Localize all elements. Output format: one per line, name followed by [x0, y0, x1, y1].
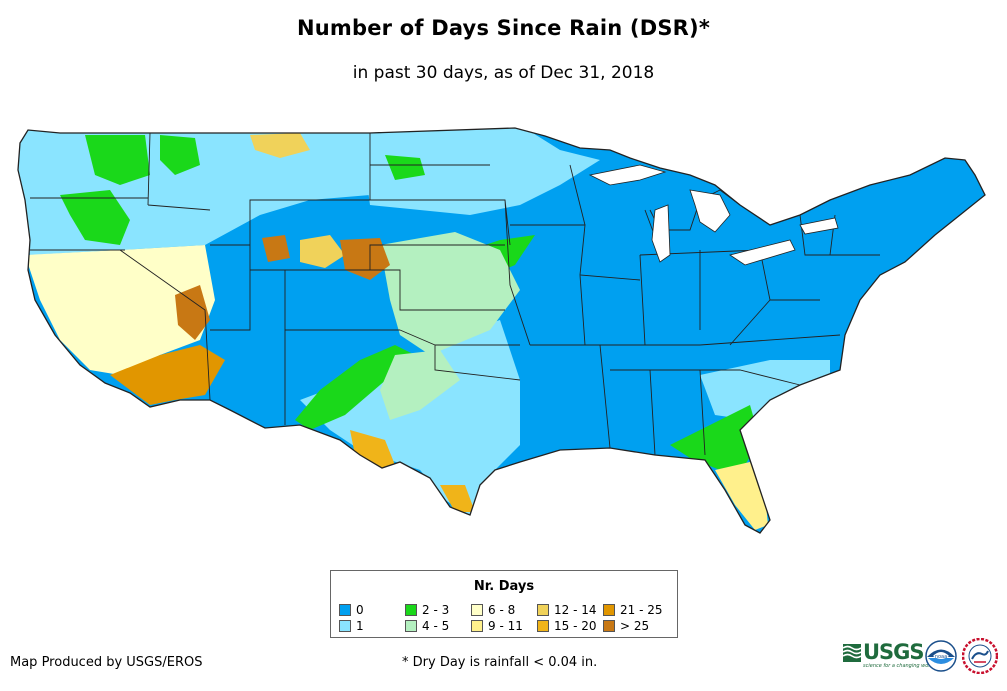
legend-swatch — [603, 604, 615, 616]
nws-logo-icon — [962, 638, 998, 674]
map-subtitle: in past 30 days, as of Dec 31, 2018 — [352, 63, 655, 83]
region-2to3-washington — [85, 135, 150, 185]
region-2to3-florida — [670, 405, 760, 470]
map-credit: Map Produced by USGS/EROS — [10, 655, 203, 670]
region-1day-texas — [300, 320, 520, 515]
legend-label: 0 — [356, 603, 364, 617]
dry-day-note: * Dry Day is rainfall < 0.04 in. — [402, 655, 598, 670]
region-2to3-dakota — [385, 155, 425, 180]
legend-swatch — [339, 620, 351, 632]
legend-swatch — [405, 604, 417, 616]
legend-swatch — [471, 604, 483, 616]
legend-swatch — [603, 620, 615, 632]
region-1day-carolinas — [700, 360, 830, 420]
legend-swatch — [537, 620, 549, 632]
legend-swatch — [405, 620, 417, 632]
legend-label: 4 - 5 — [422, 619, 450, 633]
legend-label: 2 - 3 — [422, 603, 450, 617]
great-lakes — [588, 164, 839, 266]
legend-label: 6 - 8 — [488, 603, 516, 617]
legend-label: 9 - 11 — [488, 619, 523, 633]
legend: Nr. Days 0 1 2 - 3 4 - 5 6 - 8 9 - 11 12 - 14 1… — [330, 570, 678, 638]
legend-swatch — [339, 604, 351, 616]
legend-swatch — [537, 604, 549, 616]
usgs-wordmark: USGS — [863, 640, 925, 664]
legend-label: 15 - 20 — [554, 619, 597, 633]
region-2to3-montana — [160, 135, 200, 175]
legend-label: 21 - 25 — [620, 603, 663, 617]
region-over25-utah — [175, 285, 210, 340]
legend-swatch — [471, 620, 483, 632]
map-title: Number of Days Since Rain (DSR)* — [296, 16, 711, 40]
noaa-label: noaa — [935, 654, 947, 660]
legend-label: > 25 — [620, 619, 650, 633]
legend-label: 1 — [356, 619, 364, 633]
region-9to11-florida — [715, 462, 768, 530]
region-4to5-plains — [380, 232, 520, 355]
legend-label: 12 - 14 — [554, 603, 597, 617]
region-15to20-texas — [350, 430, 395, 470]
state-boundaries — [17, 127, 986, 534]
dsr-map — [17, 127, 986, 534]
region-over25-colorado — [340, 238, 390, 280]
usgs-wave-icon — [843, 644, 861, 662]
usgs-logo: USGS science for a changing world — [843, 640, 935, 670]
region-21to25-arizona — [110, 345, 225, 405]
region-4to5-texas — [380, 350, 460, 420]
region-12to14-montana — [250, 133, 310, 158]
region-2to3-oregon — [60, 190, 130, 245]
legend-title: Nr. Days — [473, 579, 535, 594]
region-6to8-california — [25, 245, 215, 375]
noaa-logo-icon: noaa — [925, 640, 957, 672]
map-regions — [18, 128, 830, 530]
region-2to3-newmexico — [295, 345, 415, 430]
region-15to20-southtexas — [440, 485, 475, 512]
region-1day-plains — [360, 128, 600, 215]
usgs-tagline: science for a changing world — [863, 663, 935, 669]
region-over25-wyoming — [262, 235, 290, 262]
region-12to14-colorado — [300, 235, 345, 268]
